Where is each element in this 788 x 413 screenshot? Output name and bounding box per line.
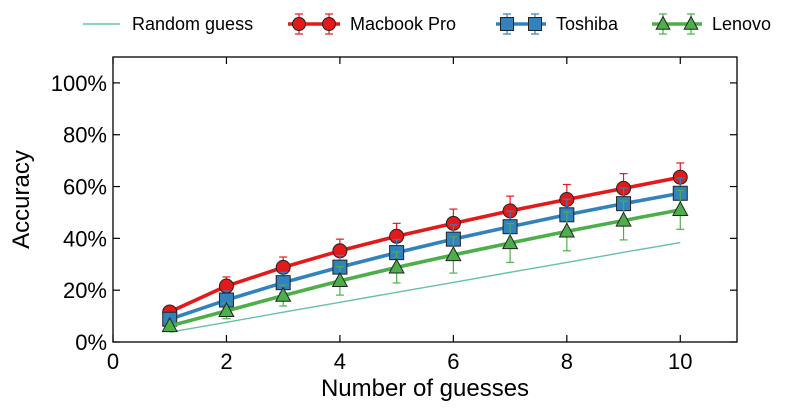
legend-marker [322, 17, 336, 31]
x-tick-label: 8 [561, 349, 573, 374]
y-tick-label: 20% [63, 278, 107, 303]
x-tick-label: 2 [220, 349, 232, 374]
series-layer [161, 162, 689, 333]
y-tick-label: 80% [63, 123, 107, 148]
legend-marker [528, 17, 542, 31]
legend-label: Lenovo [712, 14, 771, 34]
data-point [672, 200, 689, 216]
data-point [388, 258, 405, 274]
series-line [169, 208, 681, 328]
x-tick-label: 6 [447, 349, 459, 374]
data-point [218, 301, 235, 318]
legend-item: Lenovo [652, 13, 771, 35]
x-tick-label: 4 [334, 349, 346, 374]
series-toshiba [162, 177, 688, 327]
y-tick-label: 40% [63, 226, 107, 251]
legend-item: Toshiba [496, 13, 619, 35]
legend-label: Macbook Pro [350, 14, 456, 34]
legend-marker [292, 17, 306, 31]
series-line [169, 241, 681, 333]
y-tick-label: 100% [51, 71, 107, 96]
series-line [169, 191, 681, 321]
legend-label: Random guess [132, 14, 253, 34]
data-point [274, 286, 292, 302]
x-tick-labels: 0 2 4 6 8 10 [107, 349, 693, 374]
x-tick-label: 10 [668, 349, 692, 374]
data-point [615, 211, 632, 227]
series-line [168, 175, 681, 314]
plot-frame [112, 56, 738, 343]
legend-marker [683, 15, 699, 30]
series-lenovo [161, 189, 689, 333]
legend-item: Random guess [83, 14, 253, 34]
series-random-guess [169, 241, 681, 333]
y-tick-labels: 0% 20% 40% 60% 80% 100% [51, 71, 107, 355]
data-point [331, 271, 349, 287]
x-tick-label: 0 [107, 349, 119, 374]
data-point [445, 245, 462, 262]
x-axis-label: Number of guesses [321, 375, 529, 402]
legend: Random guess Macbook Pro Toshiba Lenovo [83, 13, 771, 35]
legend-marker [500, 17, 514, 31]
data-point [161, 316, 178, 333]
axis-ticks [112, 57, 737, 343]
data-point [558, 222, 576, 238]
legend-marker [655, 15, 671, 30]
data-point [501, 233, 519, 250]
legend-label: Toshiba [556, 14, 619, 34]
y-tick-label: 0% [75, 330, 107, 355]
y-axis-label: Accuracy [8, 150, 35, 249]
legend-item: Macbook Pro [288, 13, 456, 35]
y-tick-label: 60% [63, 175, 107, 200]
random-guess-layer [169, 241, 681, 333]
